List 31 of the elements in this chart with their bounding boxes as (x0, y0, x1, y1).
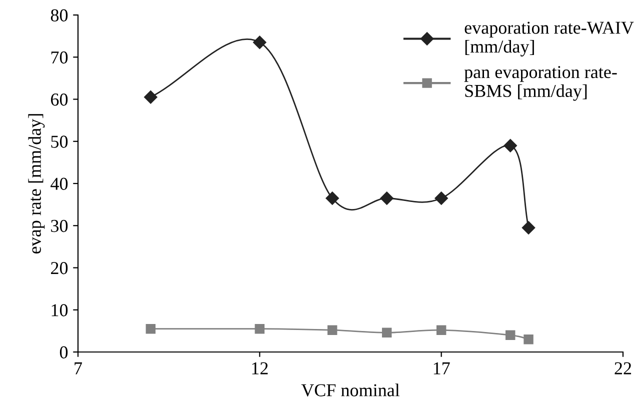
point (327, 325, 338, 335)
y-tick-label: 70 (51, 51, 68, 64)
x-tick-label: 12 (252, 362, 268, 374)
point (382, 328, 392, 338)
y-tick-label: 10 (52, 304, 68, 316)
point (436, 325, 446, 335)
legend-label: pan evaporation rate- SBMS [mm/day] (464, 66, 617, 101)
legend-label: evaporation rate-WAIV [mm/day] (464, 22, 634, 56)
point (522, 221, 536, 234)
y-tick-label: 60 (51, 94, 68, 106)
point (144, 90, 158, 104)
y-tick-label: 80 (50, 9, 68, 22)
x-tick-label: 22 (614, 362, 632, 374)
y-tick-label: 0 (60, 346, 68, 358)
point (524, 334, 534, 344)
y-tick-label: 50 (51, 136, 68, 148)
x-axis-title: VCF nominal (301, 384, 400, 396)
point (146, 324, 156, 334)
x-tick-label: 17 (434, 362, 450, 374)
point (254, 324, 265, 334)
y-tick-label: 30 (51, 220, 68, 232)
y-tick-label: 40 (50, 178, 68, 190)
point (506, 330, 516, 340)
y-tick-label: 20 (51, 262, 68, 274)
point (504, 139, 517, 152)
point (434, 192, 448, 205)
point (253, 36, 266, 49)
x-tick-label: 7 (74, 362, 82, 374)
y-axis-title: evap rate [mm/day] (28, 114, 45, 254)
point (380, 192, 394, 205)
point (326, 192, 339, 205)
